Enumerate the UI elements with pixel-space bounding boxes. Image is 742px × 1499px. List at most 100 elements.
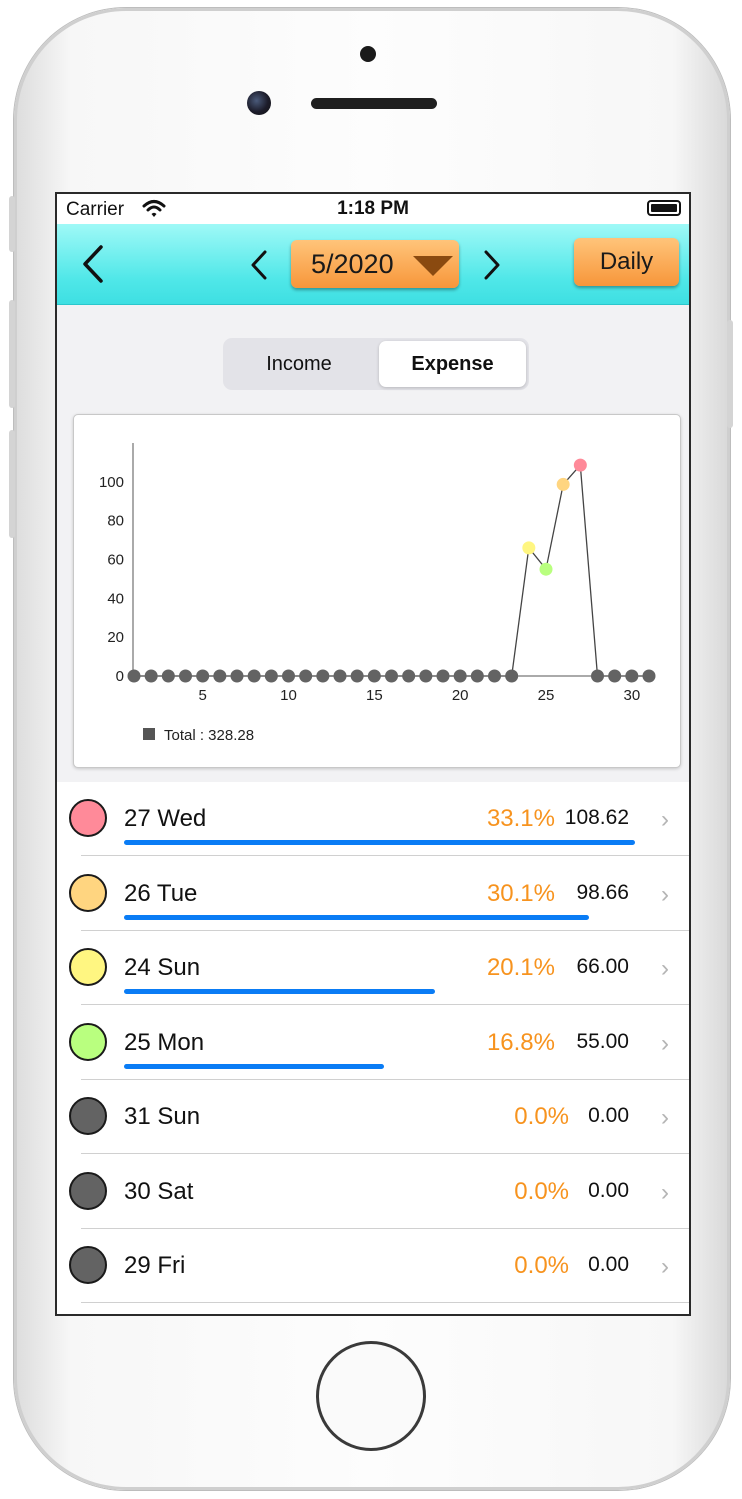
list-item[interactable]: 29 Fri 0.0% 0.00 › bbox=[57, 1229, 689, 1303]
daily-expense-line-chart: 0 20 40 60 80 100 5 10 15 20 25 30 Total : 328.28 bbox=[99, 443, 656, 744]
amount-label: 66.00 bbox=[576, 955, 629, 978]
amount-label: 55.00 bbox=[576, 1029, 629, 1053]
y-tick-label: 60 bbox=[107, 552, 124, 569]
data-point bbox=[196, 669, 210, 683]
chevron-right-icon: › bbox=[661, 955, 669, 982]
day-label: 29 Fri bbox=[124, 1252, 186, 1279]
data-point bbox=[367, 669, 381, 683]
month-label: 5/2020 bbox=[311, 249, 394, 279]
list-item[interactable]: 26 Tue 30.1% 98.66 › bbox=[57, 857, 689, 931]
next-month-chevron-icon[interactable] bbox=[483, 250, 501, 280]
row-separator bbox=[81, 1227, 689, 1229]
series-line bbox=[134, 463, 649, 677]
x-tick-label: 25 bbox=[538, 687, 555, 704]
data-point bbox=[213, 669, 227, 683]
data-point bbox=[539, 562, 553, 576]
data-point bbox=[591, 669, 604, 683]
y-tick-label: 40 bbox=[107, 590, 124, 607]
y-tick-label: 20 bbox=[107, 629, 124, 646]
percent-bar bbox=[124, 989, 435, 994]
data-point bbox=[419, 669, 433, 683]
amount-label: 108.62 bbox=[564, 806, 629, 829]
chevron-right-icon: › bbox=[661, 1104, 669, 1131]
chevron-right-icon: › bbox=[661, 806, 669, 833]
back-chevron-icon[interactable] bbox=[81, 244, 105, 284]
row-separator bbox=[81, 1153, 689, 1154]
percent-bar bbox=[124, 914, 590, 920]
income-expense-segmented-control: Income Expense bbox=[223, 338, 529, 390]
data-point bbox=[316, 669, 330, 683]
chevron-right-icon: › bbox=[661, 1253, 669, 1280]
data-point bbox=[556, 477, 570, 491]
nav-bar: 5/2020 Daily bbox=[57, 224, 689, 305]
dropdown-triangle-icon bbox=[413, 256, 453, 276]
data-point bbox=[573, 458, 587, 472]
data-point bbox=[333, 669, 347, 683]
data-point bbox=[127, 669, 141, 683]
prev-month-chevron-icon[interactable] bbox=[250, 250, 268, 280]
percent-label: 0.0% bbox=[514, 1177, 569, 1205]
list-item[interactable]: 30 Sat 0.0% 0.00 › bbox=[57, 1155, 689, 1229]
volume-down-button bbox=[9, 430, 15, 538]
y-tick-label: 0 bbox=[116, 668, 124, 685]
data-point bbox=[470, 669, 484, 683]
data-point bbox=[282, 669, 295, 683]
amount-label: 0.00 bbox=[588, 1104, 629, 1127]
month-selector-button[interactable]: 5/2020 bbox=[291, 240, 459, 288]
chevron-right-icon: › bbox=[661, 1178, 669, 1206]
percent-label: 30.1% bbox=[486, 879, 555, 907]
home-button[interactable] bbox=[316, 1341, 426, 1451]
daily-button[interactable]: Daily bbox=[574, 238, 679, 286]
data-point bbox=[144, 669, 158, 683]
screen: Carrier 1:18 PM 5/2020 Daily Income Expe… bbox=[55, 192, 691, 1316]
carrier-label: Carrier bbox=[66, 199, 125, 220]
proximity-sensor bbox=[360, 46, 376, 62]
data-point bbox=[642, 669, 656, 683]
day-label: 24 Sun bbox=[124, 954, 201, 981]
percent-label: 16.8% bbox=[486, 1028, 555, 1056]
status-bar: Carrier 1:18 PM bbox=[57, 194, 689, 224]
power-button bbox=[727, 320, 733, 428]
chevron-right-icon: › bbox=[661, 880, 669, 908]
data-point bbox=[230, 669, 244, 683]
day-color-dot bbox=[69, 1022, 107, 1061]
list-item[interactable]: 31 Sun 0.0% 0.00 › bbox=[57, 1080, 689, 1154]
data-point bbox=[247, 669, 261, 683]
x-tick-label: 15 bbox=[366, 687, 383, 704]
mute-switch bbox=[9, 196, 15, 252]
row-separator bbox=[81, 1302, 689, 1303]
day-color-dot bbox=[69, 1097, 107, 1135]
day-label: 26 Tue bbox=[124, 879, 198, 907]
x-tick-label: 10 bbox=[280, 687, 297, 704]
legend-swatch bbox=[143, 728, 155, 740]
data-point bbox=[385, 669, 398, 683]
data-point bbox=[179, 669, 192, 683]
earpiece-speaker bbox=[311, 98, 437, 109]
list-item[interactable]: 27 Wed 33.1% 108.62 › bbox=[57, 782, 689, 856]
amount-label: 98.66 bbox=[576, 880, 629, 904]
segment-income[interactable]: Income bbox=[266, 353, 332, 375]
data-point bbox=[453, 669, 467, 683]
legend-label: Total : 328.28 bbox=[164, 727, 254, 744]
percent-bar bbox=[124, 1063, 384, 1069]
data-point bbox=[505, 669, 519, 683]
data-point bbox=[264, 669, 278, 683]
y-tick-label: 100 bbox=[99, 474, 124, 491]
x-tick-label: 30 bbox=[623, 687, 640, 704]
chevron-right-icon: › bbox=[661, 1029, 669, 1057]
day-label: 30 Sat bbox=[124, 1177, 194, 1205]
day-color-dot bbox=[69, 799, 107, 837]
battery-icon bbox=[647, 200, 681, 216]
list-item[interactable]: 25 Mon 16.8% 55.00 › bbox=[57, 1006, 689, 1080]
day-label: 25 Mon bbox=[124, 1028, 205, 1056]
data-point bbox=[625, 669, 639, 683]
amount-label: 0.00 bbox=[588, 1178, 629, 1202]
front-camera bbox=[247, 91, 271, 115]
list-item[interactable]: 24 Sun 20.1% 66.00 › bbox=[57, 931, 689, 1005]
day-color-dot bbox=[69, 873, 107, 912]
segment-expense[interactable]: Expense bbox=[379, 341, 526, 387]
data-point bbox=[350, 669, 364, 683]
percent-bar bbox=[124, 840, 636, 845]
row-separator bbox=[81, 1004, 689, 1005]
data-point bbox=[161, 669, 175, 683]
